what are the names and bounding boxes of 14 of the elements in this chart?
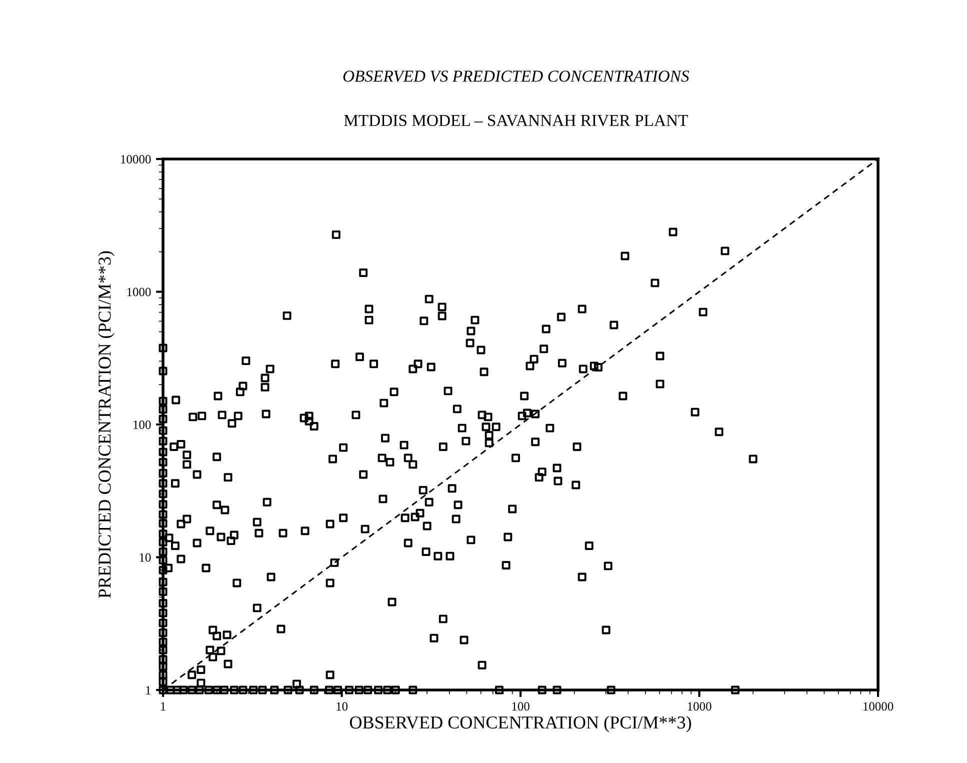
x-tick-label: 10000 — [864, 702, 894, 711]
y-tick-label: 100 — [134, 420, 151, 429]
x-tick-label: 100 — [512, 702, 530, 711]
chart-title: OBSERVED VS PREDICTED CONCENTRATIONS — [343, 70, 690, 82]
y-tick-label: 10000 — [121, 155, 151, 164]
y-axis-title: PREDICTED CONCENTRATION (PCI/M**3) — [98, 251, 114, 598]
x-tick-label: 10 — [336, 702, 348, 711]
x-tick-label: 1 — [161, 702, 166, 710]
y-tick-label: 1 — [146, 686, 150, 694]
x-axis-title: OBSERVED CONCENTRATION (PCI/M**3) — [350, 716, 692, 732]
x-tick-label: 1000 — [688, 702, 712, 711]
chart-subtitle: MTDDIS MODEL – SAVANNAH RIVER PLANT — [344, 114, 688, 126]
y-tick-label: 10 — [140, 553, 151, 562]
y-tick-label: 1000 — [127, 288, 151, 296]
